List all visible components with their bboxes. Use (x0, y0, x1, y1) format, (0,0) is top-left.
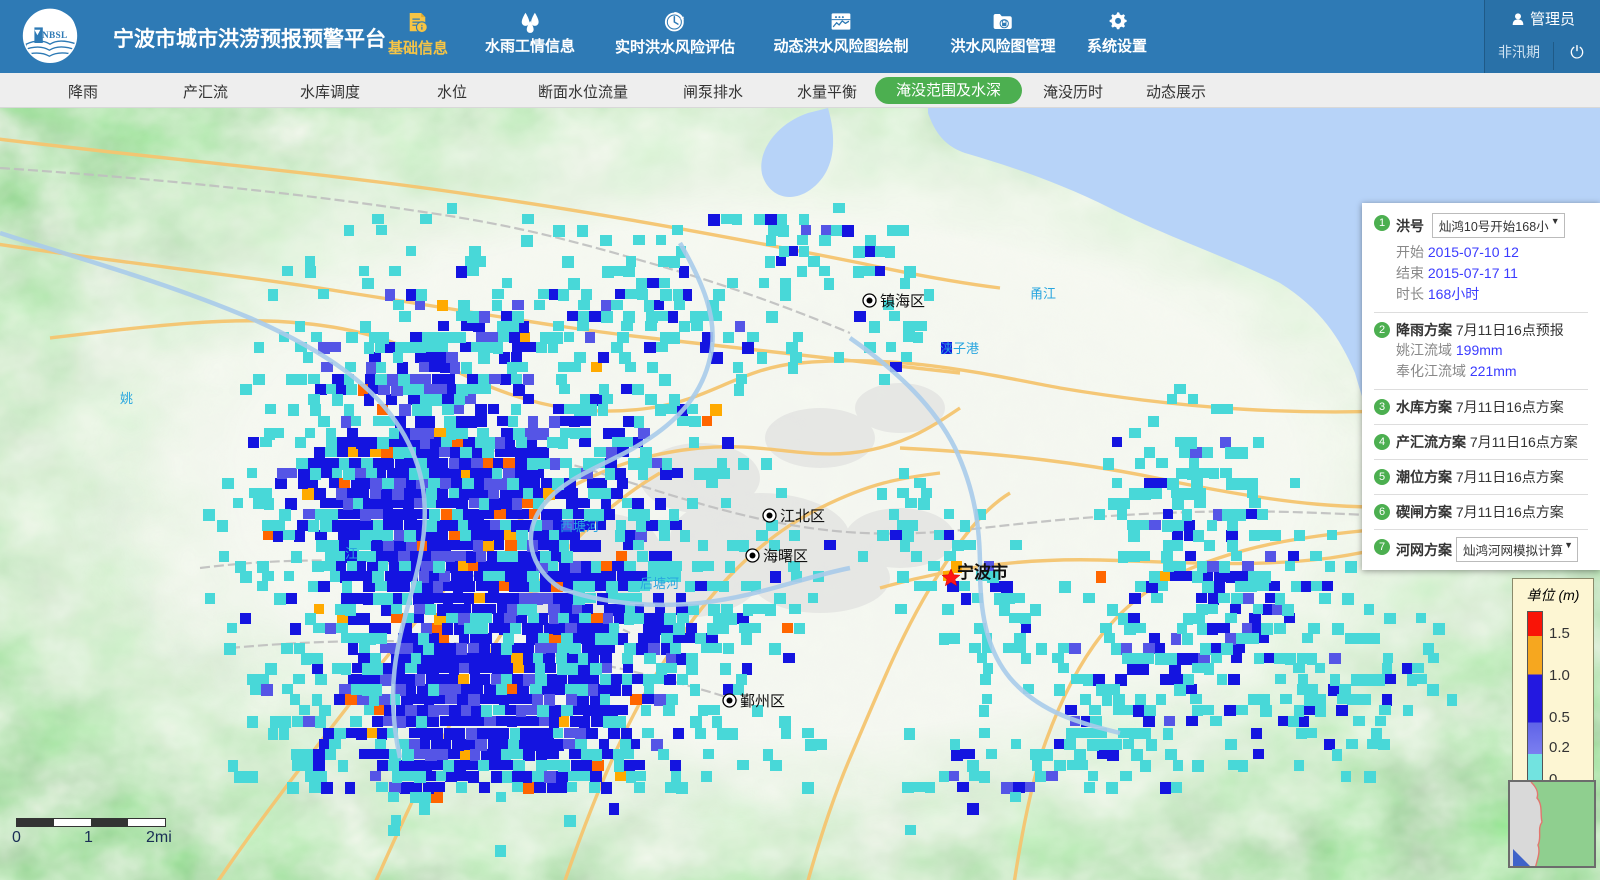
svg-text:NBSL: NBSL (42, 31, 68, 41)
